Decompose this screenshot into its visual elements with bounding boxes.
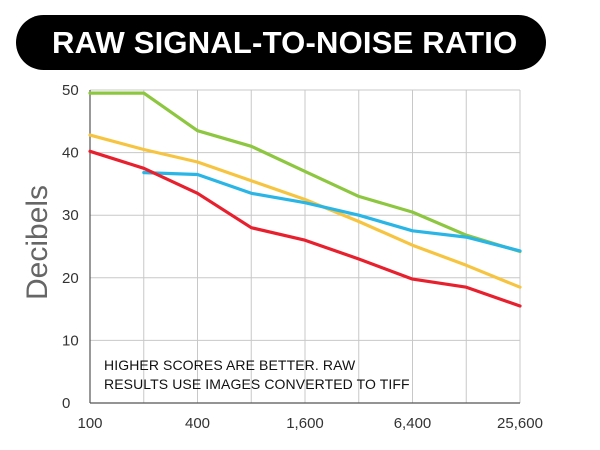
y-tick-label-4: 40 (62, 145, 79, 162)
y-tick-label-5: 50 (62, 82, 79, 99)
series-line-2 (142, 171, 522, 253)
y-tick-label-2: 20 (62, 270, 79, 287)
series-lines (88, 91, 522, 308)
chart-title: RAW SIGNAL-TO-NOISE RATIO (52, 25, 518, 60)
series-line-0 (88, 91, 522, 254)
x-tick-label-4: 25,600 (497, 415, 543, 432)
x-tick-label-0: 100 (77, 415, 102, 432)
axes (89, 90, 520, 404)
x-tick-label-2: 1,600 (286, 415, 324, 432)
series-line-1 (88, 133, 522, 289)
title-banner: RAW SIGNAL-TO-NOISE RATIO (16, 15, 546, 70)
y-tick-label-1: 10 (62, 332, 79, 349)
y-tick-labels: 0 10 20 30 40 50 (62, 82, 79, 412)
series-line-3 (88, 149, 522, 308)
annotation-line-1: HIGHER SCORES ARE BETTER. RAW (104, 357, 356, 373)
y-tick-label-3: 30 (62, 207, 79, 224)
x-tick-label-3: 6,400 (394, 415, 432, 432)
y-tick-label-0: 0 (62, 395, 70, 412)
x-tick-label-1: 400 (185, 415, 210, 432)
x-tick-labels: 100 400 1,600 6,400 25,600 (77, 415, 542, 432)
annotation-line-2: RESULTS USE IMAGES CONVERTED TO TIFF (104, 376, 410, 392)
